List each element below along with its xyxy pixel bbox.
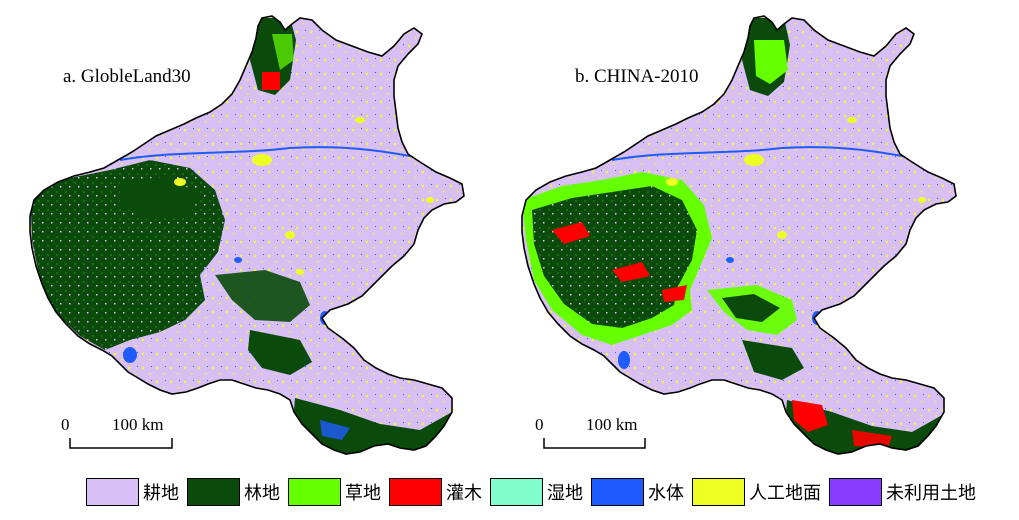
legend-swatch [86,478,139,506]
legend-swatch [692,478,745,506]
legend-item-unused-land: 未利用土地 [829,478,976,506]
legend-item-forest: 林地 [187,478,280,506]
legend-label: 水体 [648,483,684,504]
legend-item-artificial-surface: 人工地面 [692,478,821,506]
scale-bar-b [543,438,646,449]
legend-item-shrubland: 灌木 [389,478,482,506]
legend-swatch [490,478,543,506]
legend-swatch [389,478,442,506]
legend-label: 林地 [244,483,280,504]
legend-item-grassland: 草地 [288,478,381,506]
legend-label: 草地 [345,483,381,504]
legend-label: 耕地 [143,483,179,504]
legend-item-water: 水体 [591,478,684,506]
scale-label-b: 100 km [586,415,637,434]
panel-title-b: b. CHINA-2010 [575,66,699,87]
map-panel-china2010 [521,15,957,455]
scale-zero-a: 0 [61,415,70,434]
scale-label-a: 100 km [112,415,163,434]
legend: 耕地 林地 草地 灌木 湿地 水体 人工地面 未利用土地 [86,474,976,510]
legend-swatch [591,478,644,506]
legend-swatch [187,478,240,506]
legend-label: 灌木 [446,483,482,504]
legend-label: 湿地 [547,483,583,504]
legend-label: 人工地面 [749,483,821,504]
scale-bar-a [69,438,173,449]
scale-zero-b: 0 [535,415,544,434]
legend-item-cropland: 耕地 [86,478,179,506]
panel-title-a: a. GlobleLand30 [63,66,191,87]
legend-swatch [288,478,341,506]
legend-item-wetland: 湿地 [490,478,583,506]
legend-label: 未利用土地 [886,483,976,504]
legend-swatch [829,478,882,506]
